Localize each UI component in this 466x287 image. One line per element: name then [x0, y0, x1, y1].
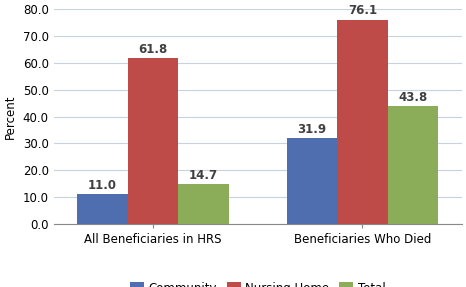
- Bar: [128, 58, 178, 224]
- Bar: [287, 138, 337, 224]
- Text: 61.8: 61.8: [138, 43, 168, 56]
- Text: 11.0: 11.0: [88, 179, 117, 192]
- Bar: [388, 106, 439, 224]
- Text: 43.8: 43.8: [398, 91, 428, 104]
- Text: 31.9: 31.9: [297, 123, 327, 136]
- Bar: [178, 185, 229, 224]
- Text: 14.7: 14.7: [189, 169, 218, 182]
- Legend: Community, Nursing Home, Total: Community, Nursing Home, Total: [125, 277, 391, 287]
- Bar: [77, 194, 128, 224]
- Bar: [337, 20, 388, 224]
- Y-axis label: Percent: Percent: [4, 94, 17, 139]
- Text: 76.1: 76.1: [348, 5, 377, 18]
